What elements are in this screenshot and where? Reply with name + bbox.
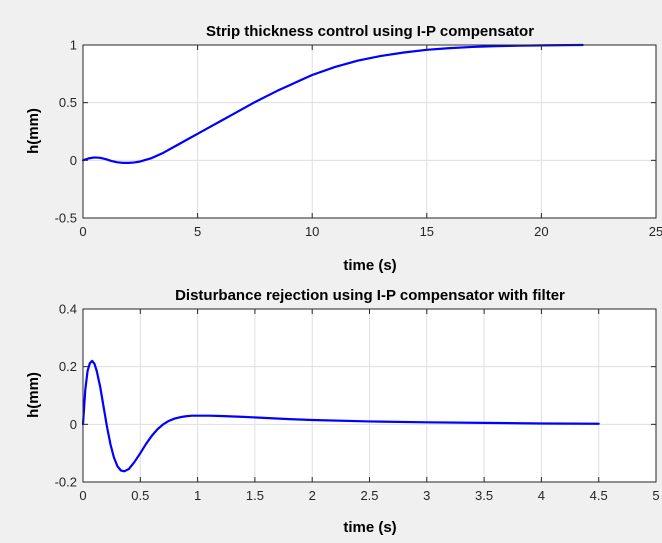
chart-disturbance-rejection: Disturbance rejection using I-P compensa…: [25, 287, 660, 536]
y-tick-label: 1: [70, 38, 77, 53]
y-tick-label: 0: [70, 153, 77, 168]
chart-title: Strip thickness control using I-P compen…: [206, 23, 534, 40]
x-tick-label: 25: [649, 224, 662, 239]
grid: [83, 309, 656, 482]
x-tick-label: 1: [194, 488, 201, 503]
x-tick-label: 2.5: [360, 488, 378, 503]
x-tick-label: 20: [534, 224, 548, 239]
x-tick-label: 5: [194, 224, 201, 239]
x-tick-label: 0: [79, 224, 86, 239]
x-tick-label: 4: [538, 488, 545, 503]
x-tick-label: 0: [79, 488, 86, 503]
plot-area: [82, 44, 657, 219]
x-tick-label: 10: [305, 224, 319, 239]
ticks: 0 5 10 15 20 25-0.500.51: [55, 38, 662, 240]
y-tick-label: 0.2: [59, 359, 77, 374]
chart-strip-thickness: Strip thickness control using I-P compen…: [25, 23, 662, 274]
series-group: [81, 359, 600, 473]
y-tick-label: -0.5: [55, 211, 77, 226]
series-line: [81, 43, 584, 164]
chart-title: Disturbance rejection using I-P compensa…: [175, 287, 565, 304]
x-axis-label: time (s): [343, 257, 396, 274]
x-axis-label: time (s): [343, 519, 396, 536]
ticks: 0 0.5 1 1.5 2 2.5 3 3.5 4 4.5 5-0.200.20.4: [55, 302, 660, 504]
x-tick-label: 2: [309, 488, 316, 503]
x-tick-label: 4.5: [590, 488, 608, 503]
x-tick-label: 5: [652, 488, 659, 503]
x-tick-label: 1.5: [246, 488, 264, 503]
y-tick-label: -0.2: [55, 475, 77, 490]
axes-frame: [82, 44, 657, 219]
y-axis-label: h(mm): [25, 372, 42, 418]
x-tick-label: 15: [420, 224, 434, 239]
y-tick-label: 0: [70, 417, 77, 432]
y-axis-label: h(mm): [25, 108, 42, 154]
x-tick-label: 0.5: [131, 488, 149, 503]
series-line: [81, 359, 600, 473]
series-group: [81, 43, 584, 164]
x-tick-label: 3: [423, 488, 430, 503]
x-tick-label: 3.5: [475, 488, 493, 503]
y-tick-label: 0.5: [59, 95, 77, 110]
y-tick-label: 0.4: [59, 302, 77, 317]
